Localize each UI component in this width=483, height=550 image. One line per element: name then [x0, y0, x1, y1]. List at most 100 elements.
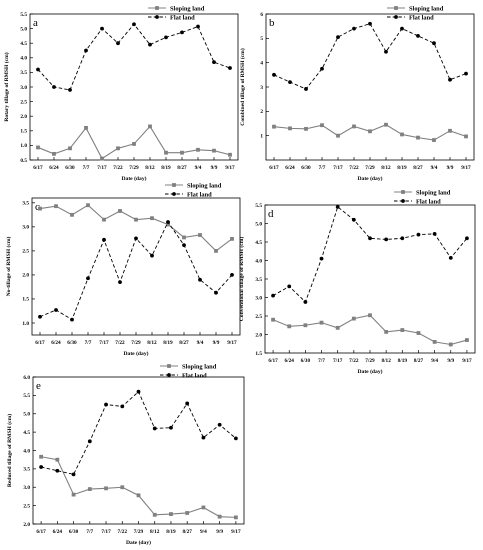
data-point — [118, 280, 122, 284]
data-point — [38, 207, 42, 211]
y-tick-label: 3.0 — [255, 295, 262, 301]
x-tick-label: 8/19 — [397, 165, 407, 171]
data-point — [116, 41, 120, 45]
data-point — [465, 338, 469, 342]
data-point — [150, 254, 154, 258]
data-point — [150, 216, 154, 220]
data-point — [52, 85, 56, 89]
x-tick-label: 7/7 — [85, 340, 92, 346]
panel-letter: d — [268, 208, 274, 220]
x-tick-label: 9/9 — [447, 165, 454, 171]
x-axis-title: Date (day) — [357, 368, 382, 375]
x-tick-label: 8/27 — [177, 165, 187, 171]
data-point — [198, 278, 202, 282]
data-point — [134, 236, 138, 240]
data-point — [39, 455, 43, 459]
y-tick-label: 0.5 — [20, 158, 27, 164]
x-tick-label: 9/17 — [461, 165, 471, 171]
x-tick-label: 9/9 — [216, 529, 223, 535]
y-tick-label: 5.0 — [23, 412, 30, 418]
y-tick-label: 1.0 — [22, 321, 29, 327]
data-point — [384, 50, 388, 54]
data-point — [214, 291, 218, 295]
data-point — [118, 209, 122, 213]
data-point — [400, 236, 404, 240]
y-tick-label: 3.0 — [22, 225, 29, 231]
x-tick-label: 7/17 — [333, 165, 343, 171]
data-point — [132, 22, 136, 26]
data-point — [36, 146, 40, 150]
y-tick-label: 3.0 — [23, 485, 30, 491]
legend-marker — [155, 15, 159, 19]
series-line-sloping — [40, 205, 232, 251]
data-point — [417, 331, 421, 335]
data-point — [164, 151, 168, 155]
data-point — [368, 236, 372, 240]
legend-label: Sloping land — [409, 5, 444, 12]
data-point — [202, 436, 206, 440]
data-point — [102, 218, 106, 222]
x-tick-label: 8/12 — [381, 358, 391, 364]
data-point — [100, 157, 104, 161]
data-point — [336, 35, 340, 39]
chart-panel-a: 0.5 1.0 1.5 2.0 2.5 3.0 3.5 4.0 4.5 5.0 5.5 6/17 6/2… — [3, 5, 238, 182]
x-tick-label: 9/4 — [195, 165, 202, 171]
data-point — [148, 125, 152, 129]
x-tick-label: 7/7 — [318, 358, 325, 364]
data-point — [196, 25, 200, 29]
data-point — [336, 134, 340, 138]
data-point — [86, 203, 90, 207]
x-tick-label: 9/17 — [225, 165, 235, 171]
data-point — [230, 273, 234, 277]
y-tick-label: 4.0 — [255, 258, 262, 264]
y-tick-label: 2.5 — [22, 249, 29, 255]
data-point — [304, 87, 308, 91]
panel-letter: a — [33, 17, 38, 29]
data-point — [234, 436, 238, 440]
legend-label: Sloping land — [416, 189, 451, 196]
data-point — [384, 123, 388, 127]
y-tick-label: 2.5 — [20, 99, 27, 105]
x-tick-label: 7/29 — [365, 358, 375, 364]
data-point — [218, 515, 222, 519]
legend-marker — [394, 6, 398, 10]
legend-label: Sloping land — [187, 182, 222, 189]
x-tick-label: 6/30 — [69, 529, 79, 535]
data-point — [272, 73, 276, 77]
legend-label: Flat land — [416, 198, 441, 205]
data-point — [228, 153, 232, 157]
data-point — [202, 506, 206, 510]
series-line-flat — [274, 24, 466, 89]
data-point — [153, 513, 157, 517]
x-tick-label: 7/22 — [118, 529, 128, 535]
x-tick-label: 7/29 — [134, 529, 144, 535]
data-point — [352, 27, 356, 31]
series-line-sloping — [41, 457, 236, 518]
data-point — [164, 35, 168, 39]
data-point — [400, 133, 404, 137]
legend-marker — [172, 192, 176, 196]
plot-frame — [33, 377, 244, 524]
x-tick-label: 6/24 — [285, 358, 295, 364]
x-tick-label: 7/7 — [86, 529, 93, 535]
x-tick-label: 6/30 — [301, 358, 311, 364]
data-point — [352, 317, 356, 321]
data-point — [384, 238, 388, 242]
data-point — [320, 123, 324, 127]
y-tick-label: 5.0 — [255, 221, 262, 227]
panel-letter: b — [269, 17, 275, 29]
y-axis-title: Reduced tillage of RMSH (cm) — [6, 414, 13, 487]
data-point — [137, 390, 141, 394]
data-point — [416, 136, 420, 140]
data-point — [433, 232, 437, 236]
x-tick-label: 8/12 — [147, 340, 157, 346]
legend-label: Sloping land — [170, 5, 205, 12]
x-tick-label: 8/27 — [414, 358, 424, 364]
legend-marker — [401, 190, 405, 194]
chart-panel-c: 1.0 1.5 2.0 2.5 3.0 3.5 6/17 6/24 6/30 7/7 7/17 7/2… — [5, 182, 240, 357]
data-point — [86, 276, 90, 280]
y-tick-label: 3.5 — [255, 277, 262, 283]
x-tick-label: 9/9 — [447, 358, 454, 364]
data-point — [214, 249, 218, 253]
